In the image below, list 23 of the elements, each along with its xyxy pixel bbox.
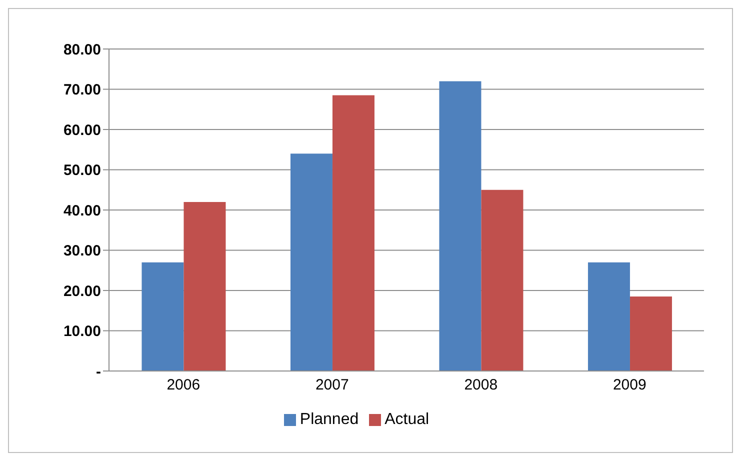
bar <box>588 262 630 371</box>
bar <box>142 262 184 371</box>
y-tick-label: 60.00 <box>63 122 101 139</box>
y-tick-label: - <box>96 363 101 380</box>
bar <box>481 190 524 371</box>
bar <box>290 154 332 371</box>
y-tick-label: 80.00 <box>63 41 101 58</box>
bar <box>332 95 374 371</box>
bar <box>630 296 672 371</box>
y-tick-label: 20.00 <box>63 282 101 300</box>
bar <box>439 81 482 371</box>
legend-label: Actual <box>384 411 430 428</box>
y-tick-label: 70.00 <box>63 82 101 99</box>
x-tick-label: 2008 <box>464 376 498 394</box>
legend-label: Planned <box>300 411 359 428</box>
y-tick-label: 40.00 <box>63 202 101 220</box>
y-tick-label: 30.00 <box>63 242 101 260</box>
x-tick-label: 2006 <box>166 376 200 394</box>
x-tick-label: 2009 <box>612 376 646 394</box>
bar <box>184 202 226 371</box>
y-tick-label: 10.00 <box>63 323 101 340</box>
y-tick-label: 50.00 <box>63 162 101 180</box>
x-tick-label: 2007 <box>315 376 349 394</box>
